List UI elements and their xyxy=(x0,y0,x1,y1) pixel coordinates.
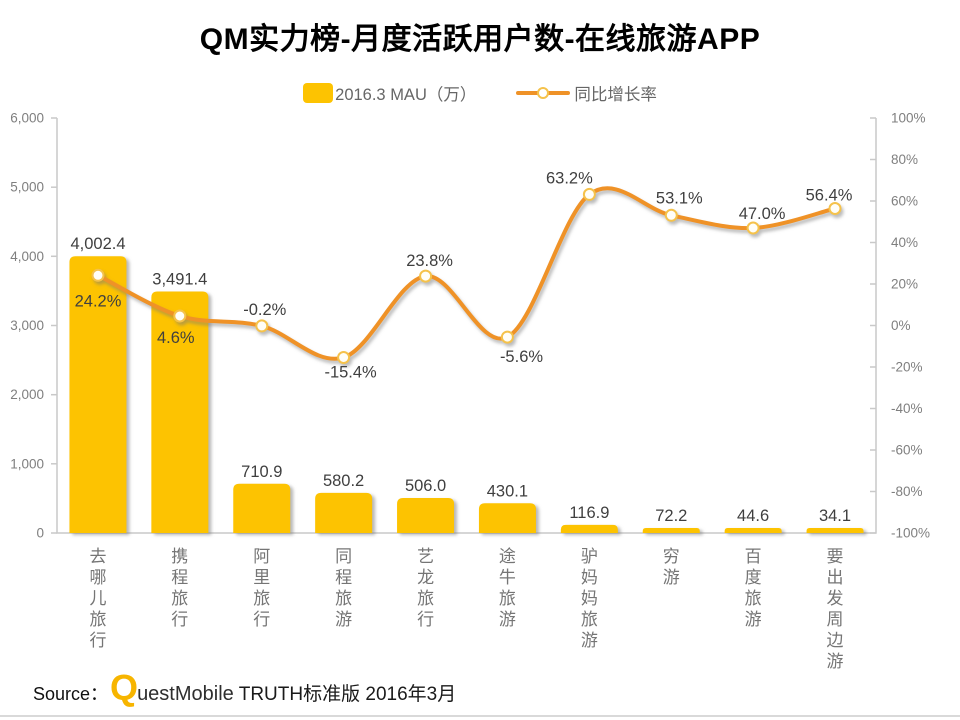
bar-value-labels: 4,002.4 3,491.4 710.9 580.2 506.0 430.1 116.9 7… xyxy=(70,235,851,525)
left-axis-label: 1,000 xyxy=(10,456,44,471)
growth-marker xyxy=(500,330,514,344)
growth-label: -5.6% xyxy=(500,348,543,366)
bottom-divider xyxy=(0,715,960,717)
left-axis-label: 4,000 xyxy=(10,249,44,264)
source-version: TRUTH标准版 2016年3月 xyxy=(233,684,457,705)
growth-label: -0.2% xyxy=(243,301,286,319)
growth-marker xyxy=(746,221,760,235)
bar xyxy=(69,256,127,533)
left-axis-label: 0 xyxy=(36,526,44,541)
right-axis-label: 80% xyxy=(891,152,918,167)
right-axis-label: -40% xyxy=(891,401,923,416)
questmobile-brand: uestMobile xyxy=(137,683,234,705)
bar xyxy=(560,524,618,533)
growth-label: 4.6% xyxy=(157,329,195,347)
bar xyxy=(724,528,782,533)
category-label: 百度旅游 xyxy=(745,547,762,629)
bar xyxy=(478,503,536,533)
line-swatch-marker-icon xyxy=(537,87,550,99)
category-label: 携程旅行 xyxy=(171,547,188,629)
category-label: 驴妈妈旅游 xyxy=(581,547,598,650)
category-labels: 去哪儿旅行 携程旅行 阿里旅行 同程旅游 艺龙旅行 途牛旅游 驴妈妈旅游 穷游 百度旅游 要出发周… xyxy=(90,547,844,671)
growth-label: 56.4% xyxy=(806,187,853,205)
source-line: Source： Q uestMobile TRUTH标准版 2016年3月 xyxy=(33,670,456,706)
growth-line xyxy=(96,186,837,361)
category-label: 穷游 xyxy=(663,547,680,587)
growth-marker xyxy=(582,187,596,201)
bar xyxy=(233,483,291,533)
growth-label: 53.1% xyxy=(656,189,703,207)
bar xyxy=(397,498,455,533)
growth-label: -15.4% xyxy=(324,364,377,382)
bar xyxy=(315,492,373,533)
right-axis-label: -100% xyxy=(891,526,930,541)
growth-label: 63.2% xyxy=(546,169,593,187)
growth-marker xyxy=(419,269,433,283)
bar-value-label: 506.0 xyxy=(405,477,446,495)
bar-value-label: 430.1 xyxy=(487,482,528,500)
mau-bars xyxy=(69,256,864,533)
right-axis-label: 60% xyxy=(891,194,918,209)
bar xyxy=(151,291,209,533)
growth-marker xyxy=(173,309,187,323)
bar-value-label: 34.1 xyxy=(819,507,851,525)
bar-value-label: 3,491.4 xyxy=(152,271,207,289)
questmobile-logo-q-icon: Q xyxy=(110,667,138,708)
growth-marker xyxy=(828,202,842,215)
bar-value-label: 72.2 xyxy=(655,507,687,525)
chart-title: QM实力榜-月度活跃用户数-在线旅游APP xyxy=(199,23,761,56)
growth-marker xyxy=(664,208,678,222)
right-axis-label: 20% xyxy=(891,277,918,292)
category-label: 同程旅游 xyxy=(335,547,352,629)
right-axis-label: -60% xyxy=(891,443,923,458)
growth-marker xyxy=(255,319,269,333)
bar-value-label: 116.9 xyxy=(569,504,609,522)
bar-value-label: 580.2 xyxy=(323,472,364,490)
legend-label-mau: 2016.3 MAU（万） xyxy=(335,86,477,104)
category-label: 去哪儿旅行 xyxy=(90,547,107,650)
category-label: 途牛旅游 xyxy=(499,547,516,629)
growth-line-series xyxy=(91,186,842,364)
bar xyxy=(642,528,700,533)
category-label: 艺龙旅行 xyxy=(417,547,434,629)
legend-item-growth: 同比增长率 xyxy=(516,81,657,105)
right-axis-label: -80% xyxy=(891,484,923,499)
right-axis-label: 40% xyxy=(891,235,918,250)
left-axis-labels: 0 1,000 2,000 3,000 4,000 5,000 6,000 xyxy=(10,111,44,541)
growth-label: 24.2% xyxy=(75,292,122,310)
left-axis-label: 5,000 xyxy=(10,180,44,195)
right-axis-label: 0% xyxy=(891,318,911,333)
right-axis-label: 100% xyxy=(891,111,926,126)
bar-series-swatch-icon xyxy=(303,83,334,103)
category-label: 阿里旅行 xyxy=(253,547,270,629)
legend: 2016.3 MAU（万） 同比增长率 xyxy=(0,80,960,106)
source-label: Source： xyxy=(33,684,109,704)
legend-item-mau: 2016.3 MAU（万） xyxy=(303,81,476,105)
growth-marker xyxy=(337,351,351,364)
bar-value-label: 44.6 xyxy=(737,507,769,525)
growth-label: 23.8% xyxy=(406,252,453,270)
left-axis-label: 6,000 xyxy=(10,111,44,126)
axis-frame xyxy=(51,117,877,534)
growth-marker xyxy=(91,268,105,282)
left-axis-label: 3,000 xyxy=(10,318,44,333)
growth-label: 47.0% xyxy=(739,205,786,223)
right-axis-label: -20% xyxy=(891,360,923,375)
bar-value-label: 710.9 xyxy=(241,463,282,481)
bar xyxy=(806,528,864,533)
legend-label-growth: 同比增长率 xyxy=(574,86,657,104)
growth-labels: 24.2% 4.6% -0.2% -15.4% 23.8% -5.6% 63.2% 53.1%… xyxy=(75,169,853,381)
right-axis-labels: -100% -80% -60% -40% -20% 0% 20% 40% 60% 80% 100% xyxy=(891,111,930,541)
line-series-swatch-icon xyxy=(516,83,571,103)
left-axis-label: 2,000 xyxy=(10,387,44,402)
bar-value-label: 4,002.4 xyxy=(70,235,125,253)
category-label: 要出发周边游 xyxy=(827,547,844,671)
